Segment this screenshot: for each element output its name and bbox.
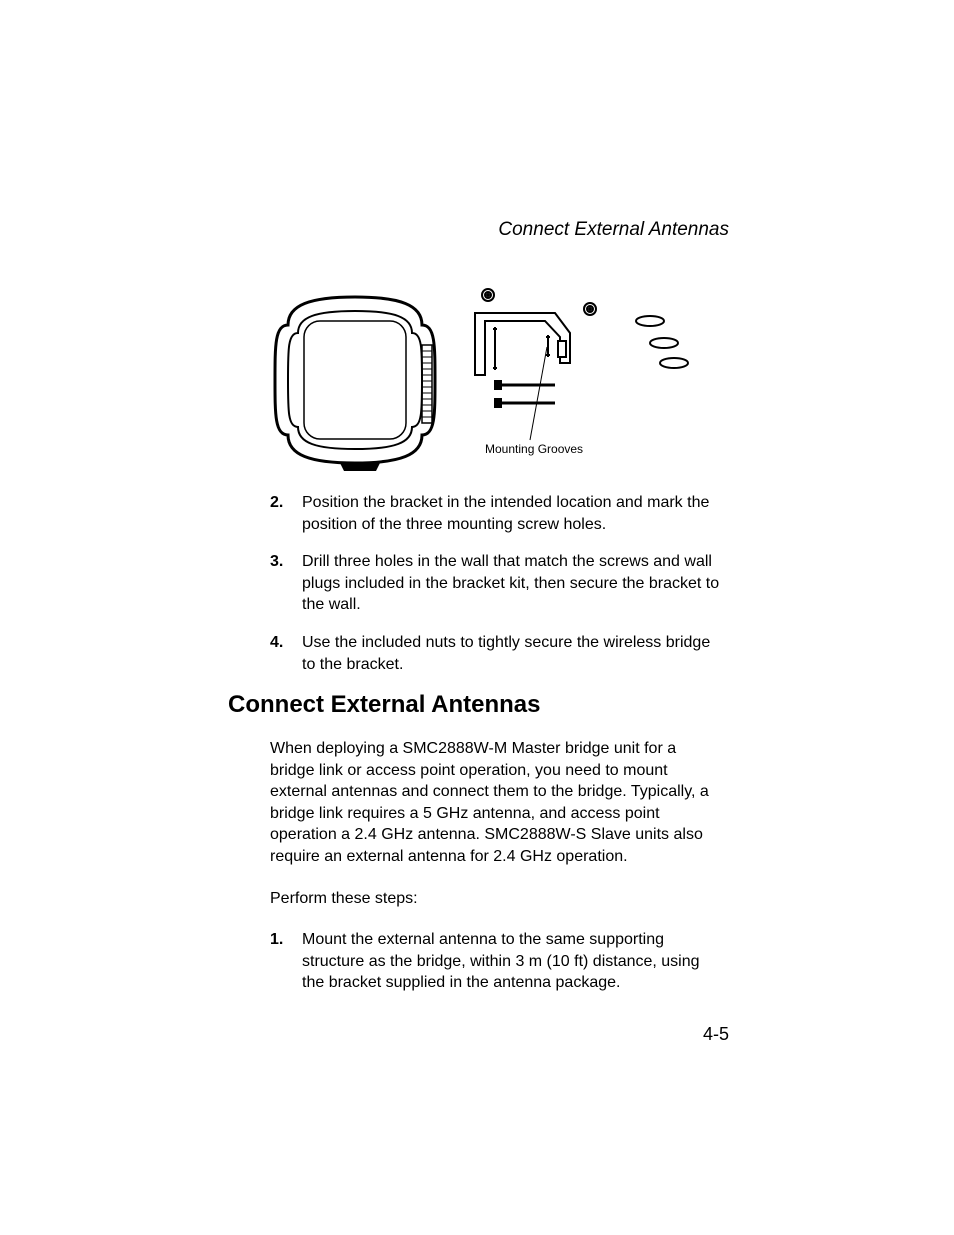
list-num: 1. xyxy=(270,929,302,994)
mounting-svg xyxy=(270,285,690,485)
mounting-figure: Mounting Grooves xyxy=(270,285,690,485)
paragraph: Perform these steps: xyxy=(270,888,725,910)
list-item: 4. Use the included nuts to tightly secu… xyxy=(270,632,725,675)
running-head: Connect External Antennas xyxy=(498,219,729,241)
list-text: Position the bracket in the intended loc… xyxy=(302,492,725,535)
list-num: 4. xyxy=(270,632,302,675)
section-heading: Connect External Antennas xyxy=(228,691,541,719)
list-item: 1. Mount the external antenna to the sam… xyxy=(270,929,725,994)
paragraph: When deploying a SMC2888W-M Master bridg… xyxy=(270,738,725,868)
list-text: Mount the external antenna to the same s… xyxy=(302,929,725,994)
list-item: 2. Position the bracket in the intended … xyxy=(270,492,725,535)
figure-caption: Mounting Grooves xyxy=(485,442,583,456)
page: Connect External Antennas xyxy=(0,0,954,1235)
list-text: Drill three holes in the wall that match… xyxy=(302,551,725,616)
body-block: When deploying a SMC2888W-M Master bridg… xyxy=(270,738,725,1010)
list-text: Use the included nuts to tightly secure … xyxy=(302,632,725,675)
list-block-1: 2. Position the bracket in the intended … xyxy=(270,492,725,691)
page-number: 4-5 xyxy=(703,1024,729,1045)
list-num: 2. xyxy=(270,492,302,535)
list-item: 3. Drill three holes in the wall that ma… xyxy=(270,551,725,616)
list-num: 3. xyxy=(270,551,302,616)
